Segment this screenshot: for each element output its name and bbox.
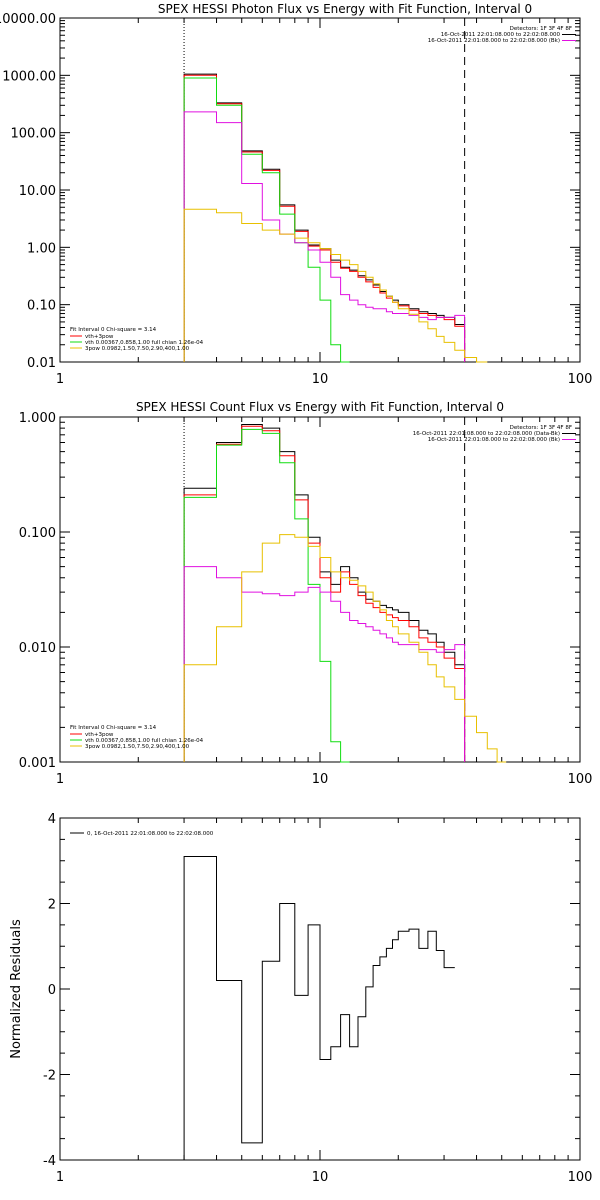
residuals-y-tick-label: -2	[43, 1069, 56, 1084]
count-y-ticks: 0.001 0.010 0.100 1.000	[19, 411, 580, 771]
photon-x-tick-label: 10	[312, 372, 329, 387]
residuals-legend: 0, 16-Oct-2011 22:01:08.000 to 22:02:08.…	[70, 831, 214, 837]
count-series-green	[183, 428, 350, 763]
residuals-x-tick-label: 100	[568, 1170, 593, 1185]
photon-fit-chisq: Fit Interval 0 Chi-square = 3.14	[70, 327, 157, 333]
photon-x-tick-label: 1	[56, 372, 64, 387]
residuals-x-tick-label: 1	[56, 1170, 64, 1185]
count-fit-chisq: Fit Interval 0 Chi-square = 3.14	[70, 725, 157, 731]
photon-threshold-lines	[183, 18, 466, 362]
photon-info-data-interval: 16-Oct-2011 22:01:08.000 to 22:02:08.000	[441, 32, 561, 38]
count-series-yellow	[183, 534, 507, 763]
photon-y-ticks: 0.01 0.10 1.00 10.00 100.00 1000.00 10000.00	[0, 12, 580, 371]
residuals-legend-label: 0, 16-Oct-2011 22:01:08.000 to 22:02:08.…	[87, 831, 214, 837]
count-fit-model: vth+3pow	[85, 732, 114, 738]
count-x-tick-label: 1	[56, 772, 64, 787]
photon-series-yellow	[183, 208, 488, 363]
photon-y-tick-label: 1.00	[27, 241, 56, 256]
photon-info-bk-interval: 16-Oct-2011 22:01:08.000 to 22:02:08.000…	[428, 38, 560, 44]
photon-series	[183, 73, 488, 363]
count-series-magenta	[183, 566, 466, 762]
residuals-x-tick-label: 10	[312, 1170, 329, 1185]
count-fit-legend: Fit Interval 0 Chi-square = 3.14 vth+3po…	[70, 725, 204, 750]
photon-fit-3pow: 3pow 0.0982,1.50,7.50,2.90,400,1.00	[85, 346, 190, 352]
residuals-y-ticks: -4 -2 0 2 4	[43, 812, 580, 1169]
count-y-tick-label: 0.010	[19, 641, 56, 656]
count-y-tick-label: 0.001	[19, 756, 56, 771]
count-flux-panel: SPEX HESSI Count Flux vs Energy with Fit…	[19, 400, 593, 787]
photon-series-green	[183, 77, 350, 363]
count-series	[183, 424, 507, 763]
photon-series-magenta	[183, 111, 466, 362]
count-info-bk-interval: 16-Oct-2011 22:01:08.000 to 22:02:08.000…	[428, 437, 560, 443]
count-x-tick-label: 10	[312, 772, 329, 787]
photon-fit-vth: vth 0.00367,0.858,1.00 full chian 1.26e-…	[85, 340, 204, 346]
photon-info-top: Detectors: 1F 3F 4F 8F 16-Oct-2011 22:01…	[428, 26, 576, 44]
photon-series-black	[183, 73, 466, 362]
photon-fit-model: vth+3pow	[85, 334, 114, 340]
photon-y-tick-label: 0.01	[27, 356, 56, 371]
count-info-detectors: Detectors: 1F 3F 4F 8F	[510, 425, 572, 431]
residuals-y-tick-label: 0	[48, 983, 56, 998]
residuals-y-tick-label: -4	[43, 1154, 56, 1169]
count-fit-3pow: 3pow 0.0982,1.50,7.50,2.90,400,1.00	[85, 744, 190, 750]
residuals-step-line	[183, 856, 455, 1160]
residuals-y-tick-label: 4	[48, 812, 56, 827]
residuals-x-ticks: 1 10 100	[56, 818, 593, 1185]
photon-y-tick-label: 1000.00	[2, 69, 56, 84]
count-x-tick-label: 100	[568, 772, 593, 787]
photon-info-detectors: Detectors: 1F 3F 4F 8F	[510, 26, 572, 32]
photon-series-red	[183, 74, 466, 362]
count-series-red	[183, 425, 466, 762]
count-info-top: Detectors: 1F 3F 4F 8F 16-Oct-2011 22:01…	[413, 425, 576, 443]
count-threshold-lines	[183, 417, 466, 762]
count-info-data-interval: 16-Oct-2011 22:01:08.000 to 22:02:08.000…	[413, 431, 560, 437]
count-x-ticks: 1 10 100	[56, 417, 593, 787]
count-panel-title: SPEX HESSI Count Flux vs Energy with Fit…	[136, 400, 504, 414]
residuals-y-axis-label: Normalized Residuals	[9, 919, 24, 1059]
photon-panel-title: SPEX HESSI Photon Flux vs Energy with Fi…	[158, 2, 532, 16]
count-series-black	[183, 424, 466, 762]
photon-flux-panel: SPEX HESSI Photon Flux vs Energy with Fi…	[0, 2, 592, 387]
photon-y-tick-label: 0.10	[27, 299, 56, 314]
residuals-y-tick-label: 2	[48, 898, 56, 913]
photon-x-ticks: 1 10 100	[56, 18, 593, 387]
photon-y-tick-label: 10.00	[19, 184, 56, 199]
photon-fit-legend: Fit Interval 0 Chi-square = 3.14 vth+3po…	[70, 327, 204, 352]
photon-y-tick-label: 10000.00	[0, 12, 56, 27]
count-fit-vth: vth 0.00367,0.858,1.00 full chian 1.26e-…	[85, 738, 204, 744]
photon-plot-frame	[59, 17, 581, 363]
count-y-tick-label: 0.100	[19, 526, 56, 541]
photon-x-tick-label: 100	[568, 372, 593, 387]
photon-y-tick-label: 100.00	[11, 127, 57, 142]
residuals-panel: Normalized Residuals -4 -2 0 2 4 1 10 100 0, 1…	[9, 812, 592, 1185]
count-y-tick-label: 1.000	[19, 411, 56, 426]
residuals-series	[183, 856, 455, 1160]
